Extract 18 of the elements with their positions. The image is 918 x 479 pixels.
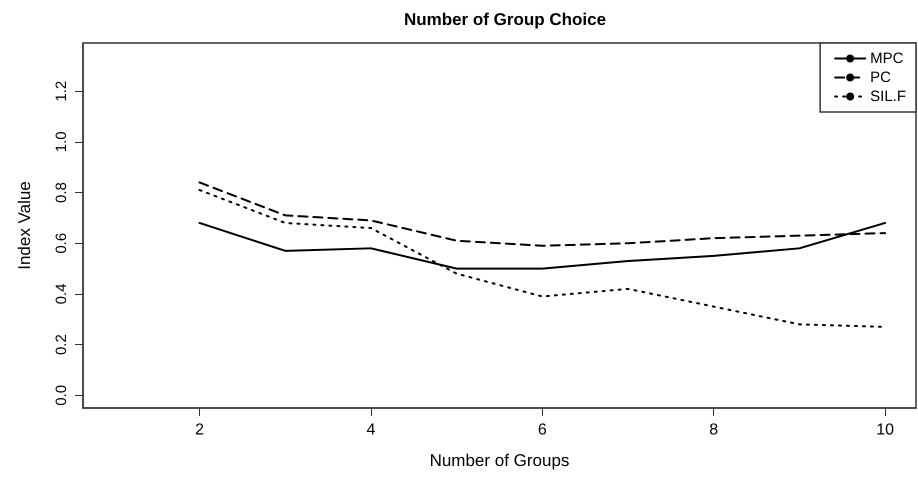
y-tick-label: 0.0 — [53, 384, 70, 406]
y-tick-label: 0.8 — [53, 182, 70, 203]
x-tick-label: 2 — [195, 422, 204, 438]
y-tick-label: 0.2 — [53, 334, 70, 356]
y-tick-label: 1.2 — [53, 80, 70, 102]
y-axis-title: Index Value — [15, 181, 34, 270]
chart-title: Number of Group Choice — [404, 10, 606, 29]
x-axis-title: Number of Groups — [430, 451, 570, 470]
x-tick-label: 4 — [366, 422, 376, 438]
x-tick-label: 10 — [876, 422, 894, 438]
y-tick-label: 1.0 — [53, 131, 70, 152]
x-tick-label: 6 — [538, 422, 547, 438]
x-tick-label: 8 — [709, 422, 718, 438]
y-tick-label: 0.6 — [53, 232, 70, 254]
legend-label: MPC — [870, 50, 904, 67]
legend-label: PC — [870, 69, 892, 86]
y-tick-label: 0.4 — [53, 284, 70, 304]
legend-label: SIL.F — [870, 88, 906, 105]
